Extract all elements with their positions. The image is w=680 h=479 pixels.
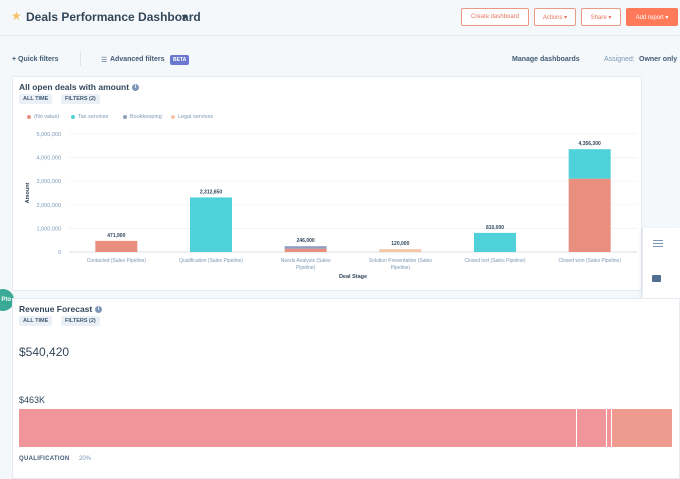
revenue-forecast-card: Revenue Forecast i ALL TIME FILTERS (2) $… [12, 298, 680, 479]
x-tick-label: Pipeline) [391, 265, 411, 271]
chat-icon[interactable] [652, 275, 661, 282]
legend-swatch [123, 115, 127, 119]
assigned-label: Assigned: [604, 56, 635, 63]
side-toolbar [642, 228, 680, 298]
y-tick-label: 1,000,000 [37, 226, 61, 232]
bar-segment[interactable] [474, 232, 516, 252]
advanced-filters-button[interactable]: Advanced filters [110, 56, 165, 63]
bar-segment[interactable] [190, 197, 232, 252]
x-tick-label: Qualification (Sales Pipeline) [179, 258, 243, 264]
date-range-pill[interactable]: ALL TIME [19, 94, 53, 104]
x-axis-label: Deal Stage [339, 274, 367, 280]
legend-item[interactable]: Bookkeeping [123, 114, 162, 120]
filters-pill[interactable]: FILTERS (2) [61, 316, 100, 326]
bar-total-label: 246,000 [297, 238, 315, 244]
legend-item[interactable]: Tax services [71, 114, 108, 120]
bar-segment[interactable] [568, 149, 611, 179]
beta-badge: BETA [170, 55, 190, 65]
x-tick-label: Closed lost (Sales Pipeline) [464, 258, 525, 264]
left-edge-bubble[interactable]: Pto [0, 289, 14, 311]
legend-item[interactable]: Legal services [171, 114, 213, 120]
legend-label: Legal services [178, 114, 214, 120]
filter-divider [80, 52, 81, 66]
bubble-label: Pto [1, 297, 11, 303]
legend-label: (No value) [34, 114, 60, 120]
forecast-bar[interactable] [19, 409, 674, 447]
actions-button[interactable]: Actions ▾ [534, 8, 576, 26]
x-tick-label: Closed won (Sales Pipeline) [558, 258, 621, 264]
stage-amount: $463K [19, 395, 46, 405]
report-title-text: All open deals with amount [19, 82, 130, 92]
dashboard-switcher-caret-icon[interactable]: ▼ [180, 12, 189, 22]
open-deals-report-card: All open deals with amount i ALL TIME FIL… [12, 76, 642, 291]
report-title[interactable]: All open deals with amount i [19, 82, 140, 92]
forecast-total: $540,420 [19, 345, 70, 359]
forecast-segment[interactable] [607, 409, 611, 447]
legend-swatch [71, 115, 75, 119]
x-tick-label: Contacted (Sales Pipeline) [87, 258, 147, 264]
info-icon[interactable]: i [95, 306, 103, 314]
deals-bar-chart: 0 1,000,000 2,000,000 3,000,000 4,000,000 5,0… [25, 132, 637, 280]
date-range-pill[interactable]: ALL TIME [19, 316, 53, 326]
bar-segment[interactable] [284, 248, 327, 252]
legend-label: Bookkeeping [130, 114, 162, 120]
bar-total-label: 810,000 [486, 225, 504, 231]
quick-filters-button[interactable]: + Quick filters [12, 56, 59, 63]
y-tick-label: 3,000,000 [37, 179, 61, 185]
bar-total-label: 120,000 [391, 241, 409, 247]
y-axis-label: Amount [25, 182, 31, 203]
report-title[interactable]: Revenue Forecast i [19, 304, 103, 314]
assigned-value-link[interactable]: Owner only [639, 56, 678, 63]
legend-swatch [27, 115, 31, 119]
bar-segment[interactable] [379, 249, 422, 252]
stage-name: QUALIFICATION [19, 456, 70, 462]
forecast-segment[interactable] [19, 409, 576, 447]
y-tick-label: 5,000,000 [37, 132, 61, 138]
bar-segment[interactable] [568, 178, 611, 252]
x-tick-label: Needs Analysis (Sales [281, 258, 331, 264]
add-report-button[interactable]: Add report ▾ [626, 8, 678, 26]
filter-sliders-icon[interactable]: ☰ [101, 57, 108, 64]
x-tick-label: Solution Presentation (Sales [369, 258, 433, 264]
dashboard-header: ★ Deals Performance Dashboard ▼ Create d… [0, 0, 680, 36]
x-tick-label: Pipeline) [296, 265, 316, 271]
bar-segment[interactable] [284, 246, 327, 249]
filters-pill[interactable]: FILTERS (2) [61, 94, 100, 104]
y-tick-label: 0 [58, 250, 61, 256]
stage-percent: 20% [79, 456, 92, 462]
list-view-icon[interactable] [653, 240, 663, 247]
bar-total-label: 471,900 [107, 233, 125, 239]
bar-total-label: 2,312,650 [200, 189, 222, 195]
legend-label: Tax services [78, 114, 109, 120]
dashboard-title[interactable]: Deals Performance Dashboard [26, 10, 201, 24]
y-tick-label: 2,000,000 [37, 203, 61, 209]
legend-swatch [171, 115, 175, 119]
forecast-segment[interactable] [612, 409, 673, 447]
manage-dashboards-link[interactable]: Manage dashboards [512, 56, 580, 63]
report-title-text: Revenue Forecast [19, 304, 93, 314]
forecast-segment[interactable] [577, 409, 606, 447]
legend-item[interactable]: (No value) [27, 114, 59, 120]
filter-bar: + Quick filters ☰ Advanced filters BETA … [0, 36, 680, 76]
share-button[interactable]: Share ▾ [581, 8, 621, 26]
create-dashboard-button[interactable]: Create dashboard [461, 8, 529, 26]
info-icon[interactable]: i [132, 84, 140, 92]
bar-total-label: 4,356,300 [579, 141, 601, 147]
y-tick-label: 4,000,000 [37, 156, 61, 162]
bar-segment[interactable] [95, 240, 138, 252]
favorite-star-icon[interactable]: ★ [11, 9, 22, 23]
